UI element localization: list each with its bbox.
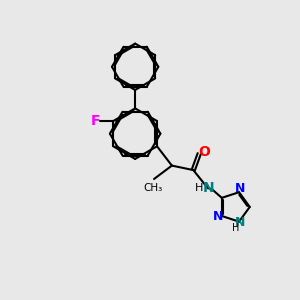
- Text: CH₃: CH₃: [143, 183, 162, 194]
- Text: O: O: [199, 145, 211, 159]
- Text: N: N: [236, 182, 246, 195]
- Text: N: N: [202, 182, 214, 196]
- Text: H: H: [232, 223, 240, 232]
- Text: N: N: [235, 216, 245, 229]
- Text: H: H: [194, 184, 203, 194]
- Text: N: N: [213, 209, 224, 223]
- Text: F: F: [91, 114, 100, 128]
